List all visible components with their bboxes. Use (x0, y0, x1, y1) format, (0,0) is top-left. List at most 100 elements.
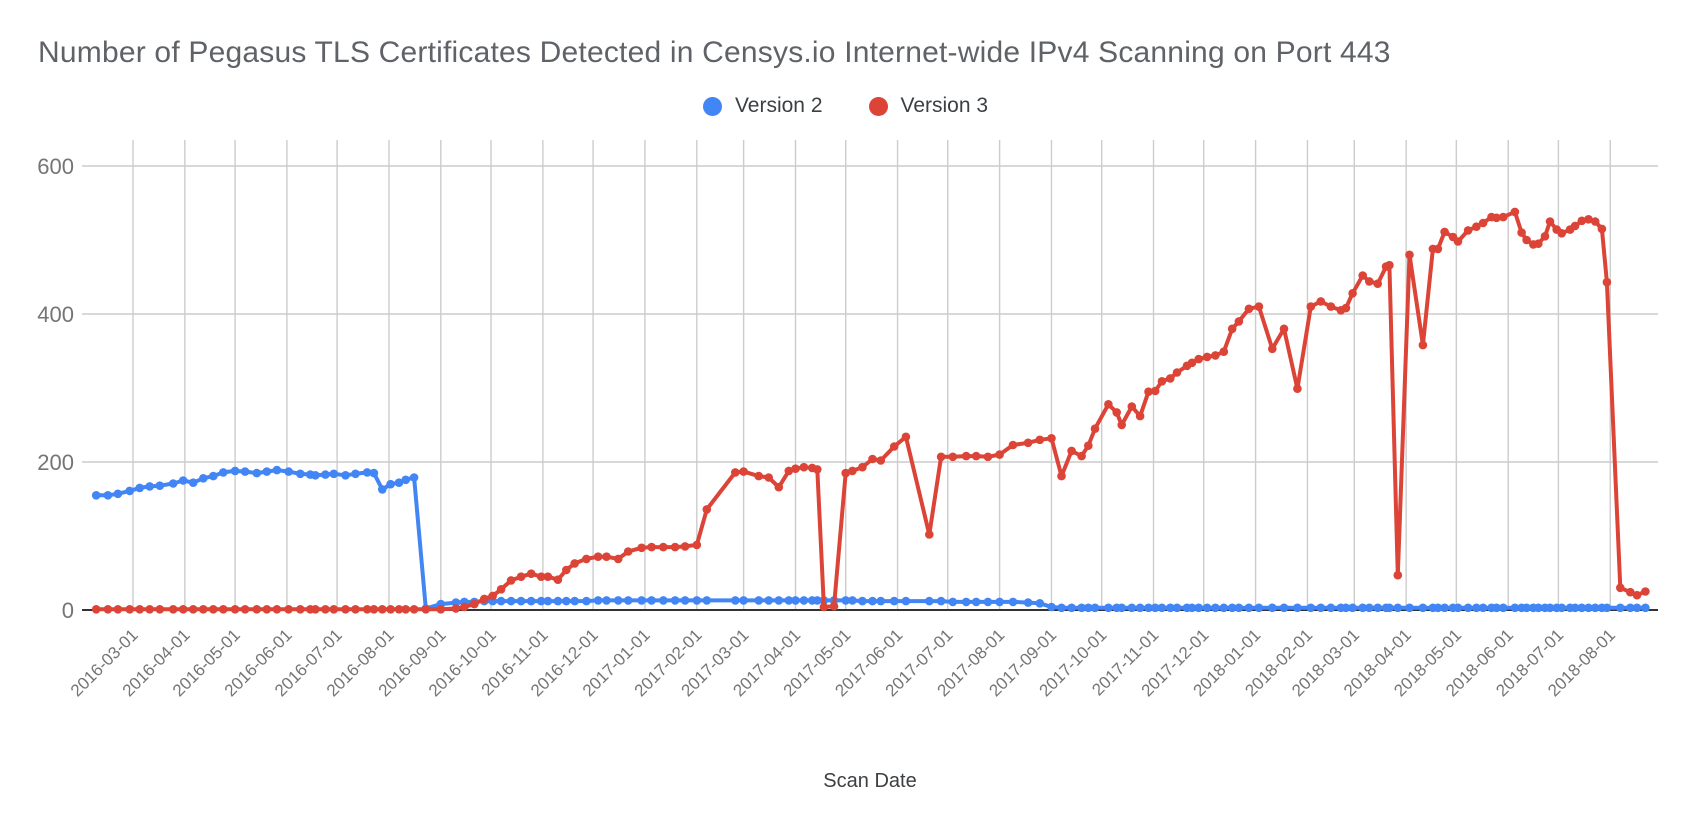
series-point-version-3 (582, 554, 591, 564)
series-point-version-2 (1405, 603, 1414, 613)
series-point-version-2 (1373, 603, 1382, 613)
series-point-version-3 (1057, 471, 1066, 481)
series-point-version-2 (113, 489, 123, 499)
series-point-version-2 (901, 596, 911, 606)
series-point-version-3 (155, 605, 165, 614)
series-point-version-3 (995, 450, 1004, 459)
y-tick-label: 600 (37, 154, 74, 179)
legend-dot-icon (868, 96, 888, 116)
series-point-version-2 (1316, 603, 1326, 613)
series-point-version-3 (637, 543, 646, 553)
series-point-version-3 (362, 605, 372, 614)
series-point-version-3 (113, 605, 123, 614)
series-point-version-3 (1035, 435, 1045, 445)
series-point-version-3 (848, 466, 857, 476)
series-point-version-2 (1545, 603, 1555, 613)
series-point-version-2 (1279, 603, 1289, 613)
series-point-version-2 (1616, 603, 1625, 613)
series-point-version-2 (813, 596, 822, 605)
series-point-version-3 (421, 605, 431, 614)
series-point-version-3 (983, 452, 993, 462)
series-point-version-2 (155, 481, 165, 491)
series-point-version-2 (647, 596, 656, 605)
series-point-version-2 (1418, 603, 1428, 613)
series-point-version-2 (199, 474, 208, 483)
series-line-version-2 (94, 468, 1648, 611)
series-point-version-2 (1057, 603, 1066, 613)
series-point-version-3 (369, 605, 379, 614)
series-point-version-3 (1358, 271, 1367, 280)
series-point-version-2 (623, 596, 633, 605)
series-point-version-3 (1534, 239, 1543, 248)
series-point-version-3 (562, 565, 571, 575)
series-point-version-3 (460, 602, 469, 612)
series-point-version-3 (1077, 451, 1086, 461)
series-point-version-3 (436, 605, 446, 614)
series-point-version-2 (394, 478, 404, 488)
series-point-version-2 (1590, 603, 1600, 613)
series-point-version-2 (948, 597, 958, 607)
series-point-version-3 (1279, 324, 1289, 334)
series-point-version-2 (1023, 598, 1033, 607)
series-point-version-2 (593, 596, 603, 605)
series-point-version-2 (692, 596, 702, 605)
series-point-version-3 (889, 442, 899, 451)
series-point-version-3 (961, 451, 971, 461)
series-point-version-2 (1577, 603, 1587, 613)
series-point-version-3 (329, 605, 339, 614)
series-point-version-2 (209, 471, 218, 481)
series-point-version-2 (553, 596, 563, 606)
series-point-version-3 (480, 594, 489, 604)
series-point-version-3 (386, 605, 395, 614)
series-point-version-3 (1365, 277, 1374, 286)
series-point-version-2 (125, 486, 134, 496)
series-point-version-2 (252, 468, 262, 478)
series-point-version-3 (1478, 218, 1488, 228)
series-point-version-3 (1498, 212, 1508, 222)
series-point-version-3 (394, 605, 404, 614)
series-point-version-2 (1306, 603, 1316, 613)
series-point-version-2 (378, 485, 387, 494)
series-point-version-3 (971, 451, 981, 461)
series-point-version-3 (1570, 221, 1580, 231)
series-point-version-3 (1577, 216, 1587, 226)
series-point-version-3 (1150, 386, 1160, 396)
series-point-version-2 (311, 471, 320, 480)
series-point-version-3 (1602, 277, 1612, 287)
series-point-version-3 (1157, 377, 1167, 386)
series-point-version-3 (868, 454, 877, 464)
series-point-version-3 (670, 542, 680, 552)
series-point-version-3 (784, 466, 794, 476)
series-point-version-2 (1244, 603, 1254, 613)
series-point-version-3 (296, 605, 305, 614)
series-point-version-3 (647, 542, 656, 552)
series-point-version-3 (1047, 434, 1056, 443)
series-point-version-2 (764, 596, 773, 605)
series-point-version-2 (168, 479, 178, 488)
series-point-version-2 (1211, 603, 1220, 613)
series-point-version-3 (230, 605, 240, 614)
series-point-version-3 (1597, 224, 1607, 234)
series-point-version-3 (341, 605, 350, 614)
series-point-version-2 (1522, 603, 1531, 613)
series-point-version-2 (562, 596, 571, 606)
series-point-version-3 (1008, 440, 1018, 450)
series-point-version-2 (1463, 603, 1473, 613)
series-point-version-2 (1254, 603, 1264, 613)
series-point-version-2 (1348, 603, 1357, 613)
series-point-version-2 (284, 467, 293, 476)
series-point-version-2 (341, 471, 350, 480)
series-point-version-3 (1219, 347, 1229, 357)
series-point-version-2 (526, 596, 536, 606)
series-point-version-3 (1510, 207, 1520, 217)
series-point-version-2 (1157, 603, 1167, 613)
series-point-version-2 (602, 596, 611, 605)
series-point-version-3 (1166, 374, 1175, 383)
series-point-version-2 (1035, 599, 1045, 608)
series-point-version-2 (1433, 603, 1443, 613)
series-point-version-2 (1492, 603, 1501, 613)
series-point-version-3 (272, 605, 282, 614)
series-point-version-2 (659, 596, 668, 605)
series-point-version-2 (876, 596, 886, 606)
series-point-version-2 (858, 596, 867, 606)
